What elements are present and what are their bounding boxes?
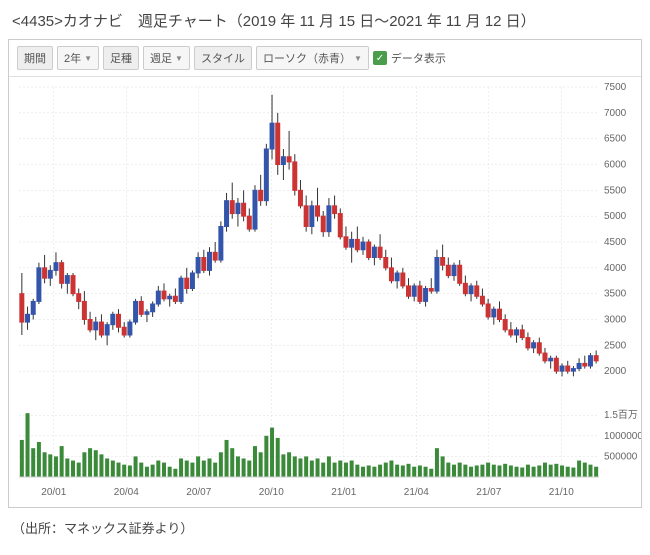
svg-text:21/07: 21/07 — [476, 487, 501, 498]
period-value: 2年 — [64, 50, 81, 66]
svg-text:21/04: 21/04 — [404, 487, 429, 498]
chevron-down-icon: ▼ — [354, 54, 362, 63]
svg-text:21/01: 21/01 — [331, 487, 356, 498]
svg-text:500000: 500000 — [604, 451, 638, 462]
svg-text:4500: 4500 — [604, 237, 627, 248]
svg-text:7000: 7000 — [604, 108, 627, 119]
check-icon: ✓ — [373, 51, 387, 65]
page-title: <4435>カオナビ 週足チャート（2019 年 11 月 15 日～2021 … — [0, 0, 650, 39]
svg-text:20/04: 20/04 — [114, 487, 139, 498]
data-display-label: データ表示 — [391, 50, 446, 66]
svg-text:21/10: 21/10 — [549, 487, 574, 498]
chart-container: 期間 2年 ▼ 足種 週足 ▼ スタイル ローソク（赤青） ▼ ✓ データ表示 … — [8, 39, 642, 508]
leg-label: 足種 — [103, 46, 139, 70]
svg-text:7500: 7500 — [604, 82, 627, 93]
leg-select[interactable]: 週足 ▼ — [143, 46, 190, 70]
svg-text:2000: 2000 — [604, 366, 627, 377]
leg-value: 週足 — [150, 50, 172, 66]
period-select[interactable]: 2年 ▼ — [57, 46, 99, 70]
source-footer: （出所：マネックス証券より） — [0, 508, 650, 547]
svg-text:4000: 4000 — [604, 263, 627, 274]
chevron-down-icon: ▼ — [84, 54, 92, 63]
chart-toolbar: 期間 2年 ▼ 足種 週足 ▼ スタイル ローソク（赤青） ▼ ✓ データ表示 — [9, 40, 641, 77]
svg-text:2500: 2500 — [604, 340, 627, 351]
svg-text:6500: 6500 — [604, 134, 627, 145]
svg-text:6000: 6000 — [604, 160, 627, 171]
svg-text:1000000: 1000000 — [604, 431, 641, 442]
svg-text:3500: 3500 — [604, 289, 627, 300]
svg-text:20/10: 20/10 — [259, 487, 284, 498]
period-label: 期間 — [17, 46, 53, 70]
svg-text:20/07: 20/07 — [186, 487, 211, 498]
svg-text:5000: 5000 — [604, 211, 627, 222]
style-label: スタイル — [194, 46, 252, 70]
chart-body: 2000 2500 3000 3500 4000 4500 5000 5500 6000 6500… — [9, 77, 641, 507]
style-value: ローソク（赤青） — [263, 50, 351, 66]
chevron-down-icon: ▼ — [175, 54, 183, 63]
style-select[interactable]: ローソク（赤青） ▼ — [256, 46, 369, 70]
svg-text:20/01: 20/01 — [41, 487, 66, 498]
svg-text:1.5百万: 1.5百万 — [604, 409, 638, 421]
data-display-toggle[interactable]: ✓ データ表示 — [373, 50, 446, 66]
svg-text:3000: 3000 — [604, 315, 627, 326]
candlestick-chart: 2000 2500 3000 3500 4000 4500 5000 5500 6000 6500… — [9, 77, 641, 507]
svg-text:5500: 5500 — [604, 185, 627, 196]
